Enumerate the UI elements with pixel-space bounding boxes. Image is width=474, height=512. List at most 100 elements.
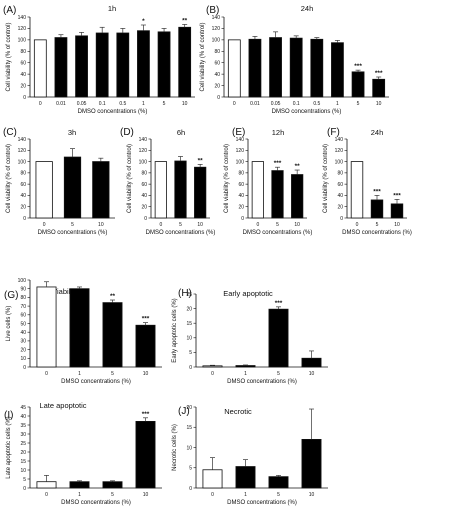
x-tick-label: 5 bbox=[111, 492, 114, 498]
x-tick-label: 0.01 bbox=[250, 101, 260, 107]
y-tick-label: 0 bbox=[23, 216, 26, 222]
x-tick-label: 0 bbox=[45, 371, 48, 377]
significance-marker: *** bbox=[142, 316, 150, 323]
y-axis-label: Early apoptotic cells (%) bbox=[172, 298, 178, 362]
y-tick-label: 45 bbox=[20, 405, 26, 411]
x-tick-label: 0.1 bbox=[99, 101, 106, 107]
y-tick-label: 60 bbox=[20, 313, 26, 319]
y-tick-label: 0 bbox=[217, 95, 220, 101]
x-axis-label: DMSO concentrations (%) bbox=[227, 379, 297, 385]
y-tick-label: 20 bbox=[141, 205, 147, 211]
y-tick-label: 60 bbox=[238, 182, 244, 188]
bar-g-4 bbox=[135, 324, 156, 368]
bar-i-3 bbox=[102, 481, 123, 489]
bar-h-4 bbox=[301, 357, 322, 368]
y-tick-label: 70 bbox=[20, 304, 26, 310]
x-tick-label: 5 bbox=[179, 222, 182, 228]
y-tick-label: 60 bbox=[20, 182, 26, 188]
bar-j-3 bbox=[268, 476, 289, 489]
panel-title-c: 3h bbox=[68, 128, 76, 137]
y-tick-label: 5 bbox=[23, 477, 26, 483]
x-axis-label: DMSO concentrations (%) bbox=[61, 379, 131, 385]
y-tick-label: 120 bbox=[18, 148, 27, 154]
x-tick-label: 0 bbox=[159, 222, 162, 228]
y-tick-label: 100 bbox=[139, 159, 148, 165]
panel-letter-g: (G) bbox=[4, 290, 18, 301]
bar-i-1 bbox=[36, 481, 57, 489]
x-tick-label: 5 bbox=[71, 222, 74, 228]
x-axis-label: DMSO concentrations (%) bbox=[227, 500, 297, 506]
y-tick-label: 140 bbox=[18, 137, 27, 143]
x-tick-label: 10 bbox=[182, 101, 188, 107]
panel-title-g: Viability bbox=[52, 287, 78, 296]
y-tick-label: 60 bbox=[20, 61, 26, 67]
y-tick-label: 0 bbox=[340, 216, 343, 222]
panel-letter-d: (D) bbox=[120, 127, 134, 138]
x-axis-label: DMSO concentrations (%) bbox=[78, 109, 148, 115]
x-tick-label: 1 bbox=[78, 492, 81, 498]
bar-i-2 bbox=[69, 481, 90, 489]
bar-a-3 bbox=[75, 35, 88, 98]
bar-g-3 bbox=[102, 302, 123, 368]
y-tick-label: 20 bbox=[337, 205, 343, 211]
bar-d-3 bbox=[194, 166, 207, 219]
x-axis-label: DMSO concentrations (%) bbox=[272, 109, 342, 115]
bar-g-2 bbox=[69, 288, 90, 368]
y-axis-label: Cell viability (% of control) bbox=[323, 144, 329, 213]
y-tick-label: 10 bbox=[20, 356, 26, 362]
y-tick-label: 40 bbox=[337, 193, 343, 199]
y-tick-label: 120 bbox=[236, 148, 245, 154]
y-tick-label: 100 bbox=[212, 38, 221, 44]
y-axis-label: Cell viability (% of control) bbox=[224, 144, 230, 213]
panel-letter-h: (H) bbox=[178, 288, 192, 299]
x-axis-label: DMSO concentrations (%) bbox=[38, 230, 108, 236]
x-tick-label: 0.5 bbox=[313, 101, 320, 107]
panel-letter-j: (J) bbox=[178, 406, 190, 417]
bar-a-4 bbox=[95, 32, 109, 98]
y-tick-label: 60 bbox=[141, 182, 147, 188]
y-axis-label: Necrotic cells (%) bbox=[172, 424, 178, 471]
y-tick-label: 20 bbox=[186, 405, 192, 411]
y-tick-label: 80 bbox=[20, 295, 26, 301]
significance-marker: ** bbox=[295, 163, 301, 170]
panel-title-j: Necrotic bbox=[224, 407, 252, 416]
panel-letter-i: (I) bbox=[4, 410, 13, 421]
significance-marker: ** bbox=[182, 17, 188, 24]
panel-letter-e: (E) bbox=[232, 127, 245, 138]
y-tick-label: 20 bbox=[20, 450, 26, 456]
y-tick-label: 15 bbox=[20, 459, 26, 465]
significance-marker: *** bbox=[393, 192, 401, 199]
x-tick-label: 1 bbox=[78, 371, 81, 377]
y-tick-label: 0 bbox=[23, 486, 26, 492]
bar-f-1 bbox=[350, 161, 364, 219]
y-tick-label: 140 bbox=[139, 137, 148, 143]
y-tick-label: 30 bbox=[20, 432, 26, 438]
x-tick-label: 10 bbox=[143, 492, 149, 498]
y-tick-label: 80 bbox=[20, 49, 26, 55]
x-tick-label: 10 bbox=[197, 222, 203, 228]
bar-c-3 bbox=[92, 161, 110, 219]
significance-marker: *** bbox=[274, 160, 282, 167]
y-tick-label: 20 bbox=[20, 83, 26, 89]
significance-marker: *** bbox=[142, 411, 150, 418]
y-tick-label: 40 bbox=[20, 72, 26, 78]
x-tick-label: 5 bbox=[277, 492, 280, 498]
significance-marker: ** bbox=[110, 293, 116, 300]
bar-b-7 bbox=[351, 71, 365, 98]
y-tick-label: 140 bbox=[212, 15, 221, 21]
y-tick-label: 60 bbox=[214, 61, 220, 67]
panel-title-d: 6h bbox=[177, 128, 185, 137]
x-tick-label: 1 bbox=[244, 371, 247, 377]
x-tick-label: 1 bbox=[244, 492, 247, 498]
significance-marker: *** bbox=[375, 70, 383, 77]
y-tick-label: 100 bbox=[335, 159, 344, 165]
bar-b-6 bbox=[331, 42, 344, 98]
bar-e-3 bbox=[291, 174, 304, 219]
panel-letter-a: (A) bbox=[3, 5, 16, 16]
y-tick-label: 0 bbox=[241, 216, 244, 222]
x-tick-label: 0.01 bbox=[56, 101, 66, 107]
x-tick-label: 5 bbox=[111, 371, 114, 377]
